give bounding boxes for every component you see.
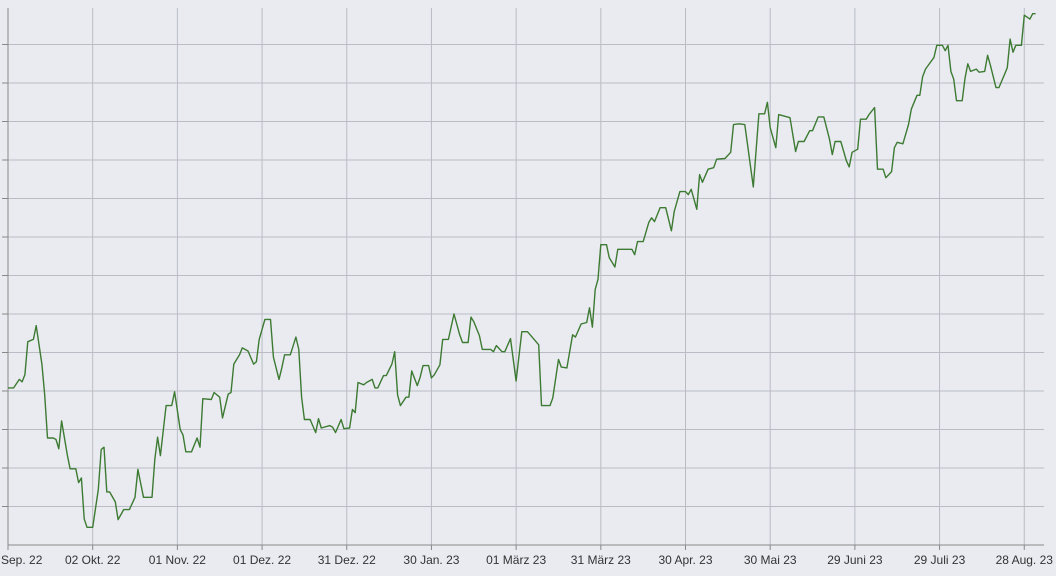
x-tick-label: 01 Dez. 22 bbox=[233, 553, 291, 567]
x-tick-label: 31 Dez. 22 bbox=[318, 553, 376, 567]
x-tick-label: 29 Juli 23 bbox=[914, 553, 966, 567]
x-tick-label: Sep. 22 bbox=[1, 553, 43, 567]
line-series bbox=[8, 13, 1036, 528]
x-tick-label: 02 Okt. 22 bbox=[65, 553, 121, 567]
x-tick-label: 29 Juni 23 bbox=[827, 553, 883, 567]
x-tick-label: 28 Aug. 23 bbox=[996, 553, 1054, 567]
x-tick-label: 01 Nov. 22 bbox=[149, 553, 206, 567]
x-tick-label: 30 Apr. 23 bbox=[658, 553, 712, 567]
x-tick-label: 30 Mai 23 bbox=[744, 553, 797, 567]
x-tick-label: 30 Jan. 23 bbox=[403, 553, 459, 567]
x-tick-label: 31 März 23 bbox=[571, 553, 631, 567]
x-tick-label: 01 März 23 bbox=[486, 553, 546, 567]
